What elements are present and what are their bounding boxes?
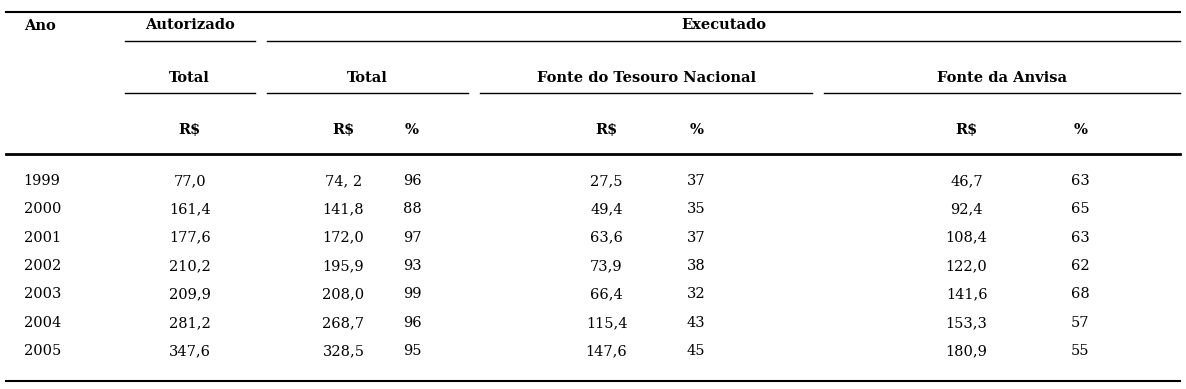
Text: 115,4: 115,4 [586,316,627,330]
Text: 268,7: 268,7 [323,316,364,330]
Text: %: % [1073,123,1088,137]
Text: Total: Total [347,71,388,85]
Text: 177,6: 177,6 [168,231,211,245]
Text: 347,6: 347,6 [168,344,211,358]
Text: 96: 96 [403,316,421,330]
Text: %: % [689,123,703,137]
Text: 65: 65 [1071,202,1090,216]
Text: 49,4: 49,4 [591,202,623,216]
Text: 122,0: 122,0 [945,259,988,273]
Text: 93: 93 [403,259,421,273]
Text: 108,4: 108,4 [945,231,988,245]
Text: 161,4: 161,4 [168,202,211,216]
Text: 96: 96 [403,174,421,188]
Text: 35: 35 [687,202,706,216]
Text: 68: 68 [1071,287,1090,301]
Text: 1999: 1999 [24,174,60,188]
Text: 77,0: 77,0 [173,174,206,188]
Text: 43: 43 [687,316,706,330]
Text: Total: Total [170,71,210,85]
Text: 2000: 2000 [24,202,62,216]
Text: Executado: Executado [681,18,766,32]
Text: 153,3: 153,3 [945,316,988,330]
Text: 195,9: 195,9 [323,259,364,273]
Text: 208,0: 208,0 [323,287,364,301]
Text: 2002: 2002 [24,259,60,273]
Text: 88: 88 [402,202,421,216]
Text: 328,5: 328,5 [323,344,364,358]
Text: 172,0: 172,0 [323,231,364,245]
Text: Autorizado: Autorizado [145,18,235,32]
Text: 99: 99 [403,287,421,301]
Text: 141,6: 141,6 [945,287,988,301]
Text: Fonte da Anvisa: Fonte da Anvisa [937,71,1067,85]
Text: 141,8: 141,8 [323,202,364,216]
Text: 27,5: 27,5 [591,174,623,188]
Text: 37: 37 [687,174,706,188]
Text: 63,6: 63,6 [591,231,623,245]
Text: 55: 55 [1071,344,1090,358]
Text: 57: 57 [1071,316,1090,330]
Text: 63: 63 [1071,174,1090,188]
Text: 2004: 2004 [24,316,60,330]
Text: 209,9: 209,9 [168,287,211,301]
Text: 92,4: 92,4 [950,202,983,216]
Text: 210,2: 210,2 [168,259,211,273]
Text: 63: 63 [1071,231,1090,245]
Text: 2003: 2003 [24,287,62,301]
Text: 37: 37 [687,231,706,245]
Text: 73,9: 73,9 [591,259,623,273]
Text: 46,7: 46,7 [950,174,983,188]
Text: 2001: 2001 [24,231,60,245]
Text: Ano: Ano [24,19,56,33]
Text: 95: 95 [403,344,421,358]
Text: 2005: 2005 [24,344,60,358]
Text: R$: R$ [332,123,355,137]
Text: 147,6: 147,6 [586,344,627,358]
Text: 62: 62 [1071,259,1090,273]
Text: 180,9: 180,9 [945,344,988,358]
Text: R$: R$ [595,123,618,137]
Text: R$: R$ [179,123,200,137]
Text: 66,4: 66,4 [591,287,623,301]
Text: 74, 2: 74, 2 [325,174,362,188]
Text: 38: 38 [687,259,706,273]
Text: 281,2: 281,2 [168,316,211,330]
Text: R$: R$ [956,123,977,137]
Text: %: % [404,123,419,137]
Text: 45: 45 [687,344,706,358]
Text: 97: 97 [403,231,421,245]
Text: 32: 32 [687,287,706,301]
Text: Fonte do Tesouro Nacional: Fonte do Tesouro Nacional [537,71,755,85]
